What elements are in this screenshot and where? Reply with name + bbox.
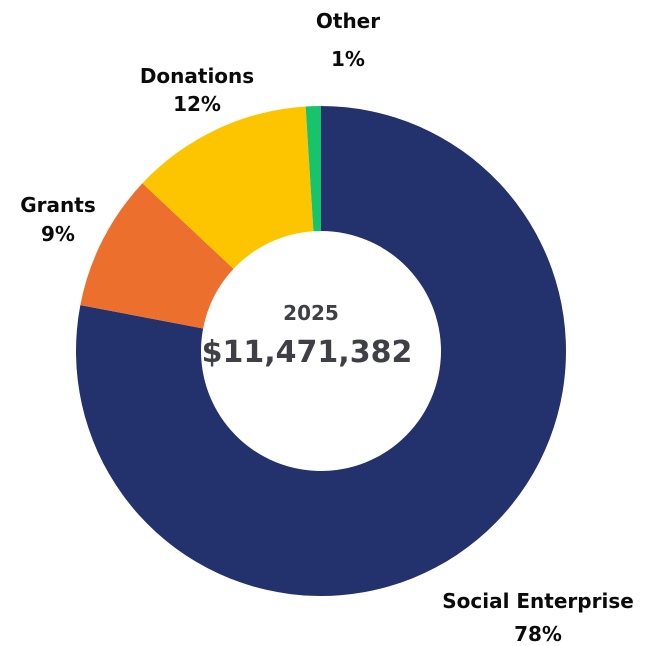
label-other-percent: 1% — [331, 47, 365, 71]
slice-social-enterprise — [76, 106, 566, 596]
slice-other — [305, 106, 321, 232]
label-donations-percent: 12% — [173, 92, 221, 116]
label-social-enterprise-name: Social Enterprise — [442, 589, 634, 613]
center-year-label: 2025 — [283, 301, 339, 325]
labels-group: Social Enterprise 78% Grants 9% Donations 12%… — [20, 9, 634, 646]
slice-donations — [142, 106, 314, 269]
label-grants-name: Grants — [20, 193, 95, 217]
label-other-name: Other — [316, 9, 380, 33]
slice-grants — [80, 183, 234, 329]
label-donations-name: Donations — [140, 64, 254, 88]
label-social-enterprise-percent: 78% — [514, 622, 562, 646]
slices-group — [76, 106, 566, 596]
center-total-label: $11,471,382 — [202, 335, 413, 370]
label-grants-percent: 9% — [41, 222, 75, 246]
